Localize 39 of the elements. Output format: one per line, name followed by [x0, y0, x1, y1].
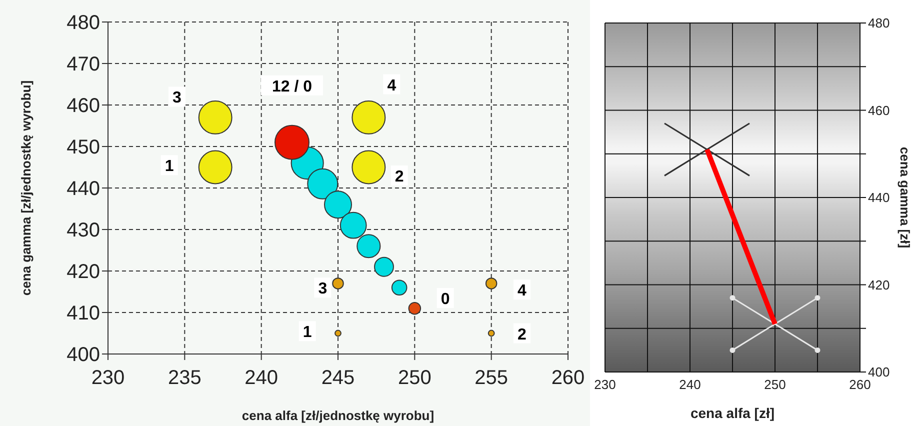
y-tick-label: 470 [66, 54, 100, 76]
annotation: 3 [318, 280, 328, 298]
y-tick-label: 480 [66, 12, 100, 34]
y-axis-title: cena gamma [zł] [897, 146, 911, 248]
y-axis-title: cena gamma [zł/jednostkę wyrobu] [18, 80, 34, 296]
x-tick-label: 235 [168, 367, 202, 390]
x-tick-label: 260 [849, 377, 871, 392]
annotation: 12 / 0 [272, 78, 312, 96]
y-tick-label: 420 [868, 277, 890, 292]
x-tick-label: 230 [594, 377, 616, 392]
annotation: 2 [394, 168, 404, 186]
y-tick-label: 400 [66, 344, 100, 366]
x-tick-label: 240 [679, 377, 701, 392]
y-tick-label: 480 [868, 16, 890, 31]
annotation: 3 [172, 90, 182, 107]
x-tick-label: 250 [764, 377, 786, 392]
annotation: 1 [164, 158, 174, 176]
annotation: 0 [440, 290, 450, 308]
x-tick-label: 240 [244, 367, 278, 390]
x-axis-title: cena alfa [zł] [690, 405, 775, 421]
x-axis-title: cena alfa [zł/jednostkę wyrobu] [242, 408, 434, 423]
x-tick-label: 230 [91, 367, 125, 390]
y-tick-label: 460 [66, 95, 100, 118]
x-tick-label: 245 [321, 367, 355, 390]
annotation: 2 [518, 326, 527, 344]
y-tick-label: 410 [66, 302, 100, 325]
x-tick-label: 250 [398, 367, 432, 390]
y-tick-label: 400 [868, 364, 890, 380]
y-tick-label: 420 [66, 261, 100, 284]
annotation: 4 [518, 282, 527, 300]
annotation: 4 [387, 77, 396, 94]
y-tick-label: 460 [868, 102, 890, 118]
x-tick-label: 255 [474, 367, 508, 390]
annotation: 1 [302, 324, 312, 342]
y-tick-label: 450 [66, 136, 100, 159]
x-tick-label: 260 [551, 367, 585, 390]
y-tick-label: 440 [66, 178, 100, 200]
y-tick-label: 430 [66, 220, 100, 242]
y-tick-label: 440 [868, 190, 890, 206]
